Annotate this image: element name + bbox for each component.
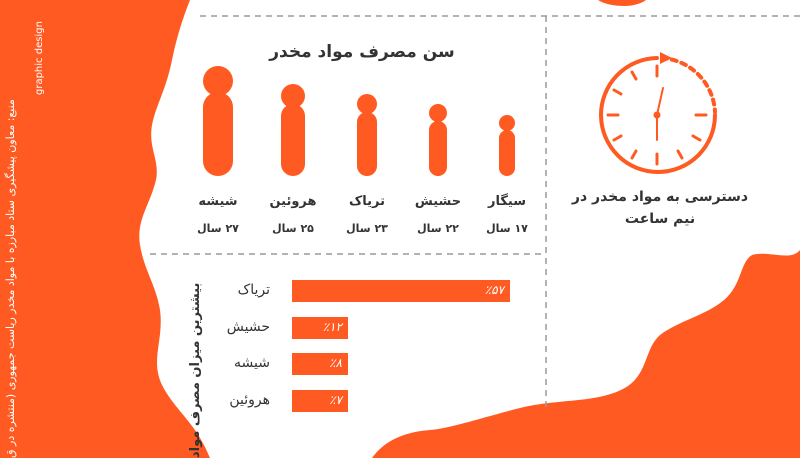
usage-bar-category: تریاک — [237, 282, 270, 298]
person-head — [357, 94, 377, 114]
drug-name-label: سیگار — [487, 194, 527, 209]
drug-name-label: هروئین — [269, 194, 317, 209]
person-body — [203, 92, 233, 176]
source-text: منبع: معاون پیشگیری ستاد مبارزه با مواد … — [4, 99, 17, 458]
usage-bar-value: ٪۷ — [329, 393, 342, 407]
person-body — [357, 112, 377, 176]
access-text: دسترسی به مواد مخدر در نیم ساعت — [571, 189, 749, 227]
bottom-right-orange-shape — [372, 250, 800, 458]
person-body — [499, 130, 515, 176]
usage-bar-category: شیشه — [234, 355, 270, 371]
credit-text: graphic design — [34, 21, 45, 95]
left-orange-shape — [0, 0, 210, 458]
person-head — [499, 115, 515, 131]
drug-age-label: ۲۳ سال — [346, 222, 388, 235]
source-container: منبع: معاون پیشگیری ستاد مبارزه با مواد … — [0, 0, 45, 458]
usage-bar-value: ٪۸ — [329, 356, 342, 370]
drug-name-label: حشیش — [414, 194, 462, 209]
person-head — [203, 66, 233, 96]
usage-bar-value: ٪۵۷ — [484, 283, 504, 297]
usage-bar: ٪۱۲ — [292, 317, 348, 339]
person-body — [429, 121, 447, 176]
drug-age-label: ۲۵ سال — [272, 222, 314, 235]
drug-age-label: ۲۷ سال — [197, 222, 239, 235]
usage-bar: ٪۷ — [292, 390, 348, 412]
drug-name-label: شیشه — [198, 194, 238, 209]
usage-bar: ٪۵۷ — [292, 280, 510, 302]
usage-bar-value: ٪۱۲ — [322, 320, 342, 334]
drug-age-label: ۲۲ سال — [417, 222, 459, 235]
drug-age-label: ۱۷ سال — [486, 222, 528, 235]
drug-name-label: تریاک — [348, 194, 386, 209]
usage-bar-category: هروئین — [229, 392, 270, 408]
usage-bar-category: حشیش — [226, 319, 270, 335]
top-orange-dome — [598, 0, 646, 6]
usage-bar: ٪۸ — [292, 353, 348, 375]
stopwatch-icon — [599, 52, 717, 174]
person-body — [281, 104, 305, 176]
age-section-title: سن مصرف مواد مخدر — [269, 42, 455, 62]
person-head — [429, 104, 447, 122]
